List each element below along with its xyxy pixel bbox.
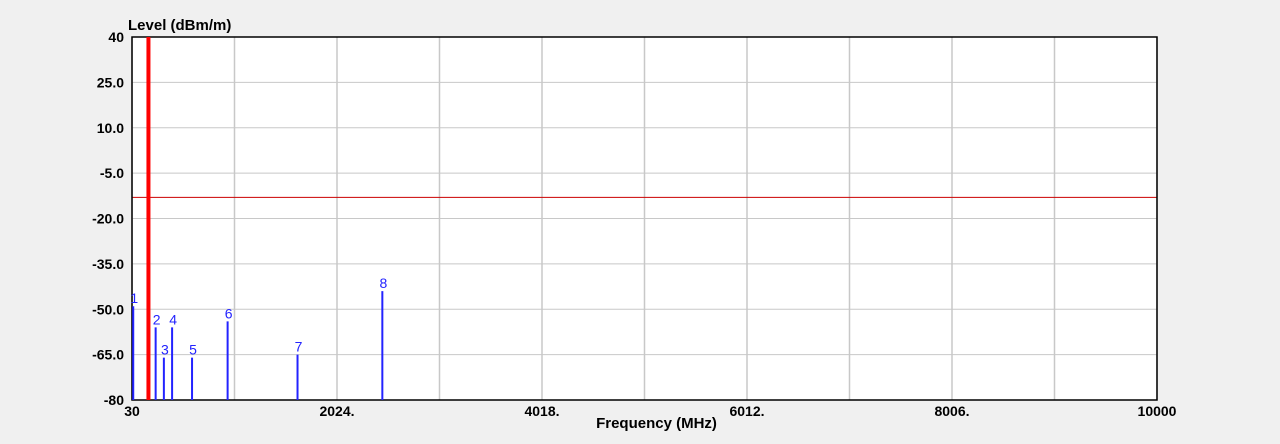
x-tick-label: 2024. — [319, 403, 354, 419]
x-tick-label: 10000 — [1138, 403, 1177, 419]
marker-label: 1 — [130, 290, 138, 306]
x-tick-label: 30 — [124, 403, 140, 419]
marker-label: 3 — [161, 342, 169, 358]
y-tick-label: 10.0 — [97, 120, 124, 136]
x-tick-label: 6012. — [729, 403, 764, 419]
y-tick-label: -80 — [104, 392, 124, 408]
y-tick-label: -35.0 — [92, 256, 124, 272]
marker-label: 2 — [153, 311, 161, 327]
y-tick-label: 40 — [108, 29, 124, 45]
y-tick-label: -5.0 — [100, 165, 124, 181]
marker-label: 4 — [169, 311, 177, 327]
marker-label: 8 — [379, 275, 387, 291]
marker-label: 5 — [189, 342, 197, 358]
y-tick-label: -65.0 — [92, 347, 124, 363]
x-tick-label: 4018. — [524, 403, 559, 419]
y-axis-title: Level (dBm/m) — [128, 17, 231, 34]
x-axis-title: Frequency (MHz) — [596, 415, 717, 432]
marker-label: 6 — [225, 305, 233, 321]
y-tick-label: -20.0 — [92, 211, 124, 227]
marker-label: 7 — [295, 339, 303, 355]
y-tick-label: 25.0 — [97, 74, 124, 90]
y-tick-label: -50.0 — [92, 301, 124, 317]
x-tick-label: 8006. — [934, 403, 969, 419]
plot-frame — [131, 36, 1158, 401]
